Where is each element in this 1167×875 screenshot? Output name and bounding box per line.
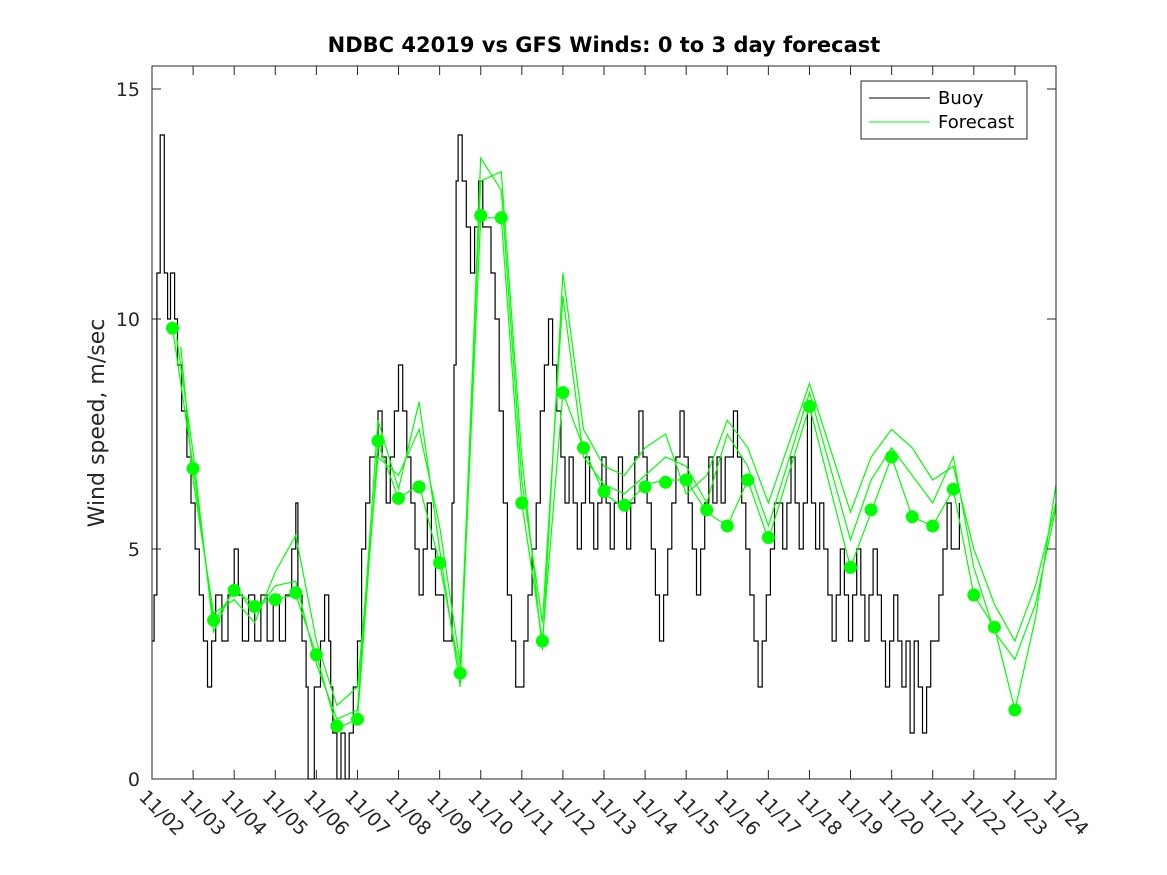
forecast-marker	[638, 480, 652, 494]
forecast-marker	[761, 531, 775, 544]
forecast-marker	[885, 450, 899, 464]
forecast-marker	[618, 498, 631, 512]
forecast-marker	[844, 560, 857, 574]
forecast-marker	[289, 586, 303, 600]
forecast-marker	[741, 473, 755, 487]
forecast-marker	[371, 434, 385, 448]
forecast-marker	[597, 485, 611, 498]
forecast-marker	[330, 719, 344, 733]
forecast-marker	[453, 666, 467, 680]
y-tick-label: 15	[116, 79, 140, 101]
forecast-marker	[577, 441, 590, 455]
forecast-marker	[433, 556, 447, 570]
legend-box	[860, 80, 1028, 140]
forecast-marker	[166, 321, 179, 335]
legend: Buoy Forecast	[860, 80, 1028, 140]
forecast-marker	[987, 620, 1001, 634]
forecast-marker	[967, 588, 981, 602]
forecast-line-3	[180, 170, 1057, 707]
forecast-marker	[535, 634, 549, 648]
forecast-marker	[1008, 703, 1022, 717]
forecast-marker	[720, 519, 734, 533]
legend-buoy-label: Buoy	[938, 88, 984, 109]
forecast-marker	[248, 600, 262, 613]
y-tick-label: 5	[128, 539, 140, 561]
y-axis: 0 5 10 15	[116, 79, 1056, 791]
forecast-marker	[412, 480, 426, 494]
y-tick-label: 0	[128, 769, 140, 791]
forecast-marker	[186, 462, 200, 475]
forecast-marker	[905, 510, 919, 524]
forecast-marker	[309, 648, 323, 662]
forecast-marker	[803, 399, 816, 413]
forecast-marker	[207, 613, 221, 627]
y-axis-label: Wind speed, m/sec	[85, 319, 110, 528]
forecast-marker	[556, 386, 570, 400]
forecast-marker	[700, 503, 714, 517]
forecast-marker	[227, 583, 241, 597]
forecast-marker	[392, 491, 405, 505]
forecast-marker	[926, 519, 940, 533]
forecast-marker	[351, 712, 364, 726]
forecast-marker	[679, 473, 693, 487]
legend-forecast-label: Forecast	[938, 112, 1014, 133]
chart-title: NDBC 42019 vs GFS Winds: 0 to 3 day fore…	[328, 33, 881, 57]
y-tick-label: 10	[116, 309, 140, 331]
forecast-marker	[268, 593, 282, 607]
forecast-marker	[659, 475, 673, 489]
forecast-markers-layer	[166, 209, 1022, 733]
forecast-marker	[494, 211, 508, 225]
forecast-marker	[946, 482, 960, 496]
plot-area	[152, 66, 1056, 779]
forecast-marker	[864, 503, 878, 517]
forecast-marker	[515, 496, 529, 510]
forecast-marker	[474, 209, 488, 222]
